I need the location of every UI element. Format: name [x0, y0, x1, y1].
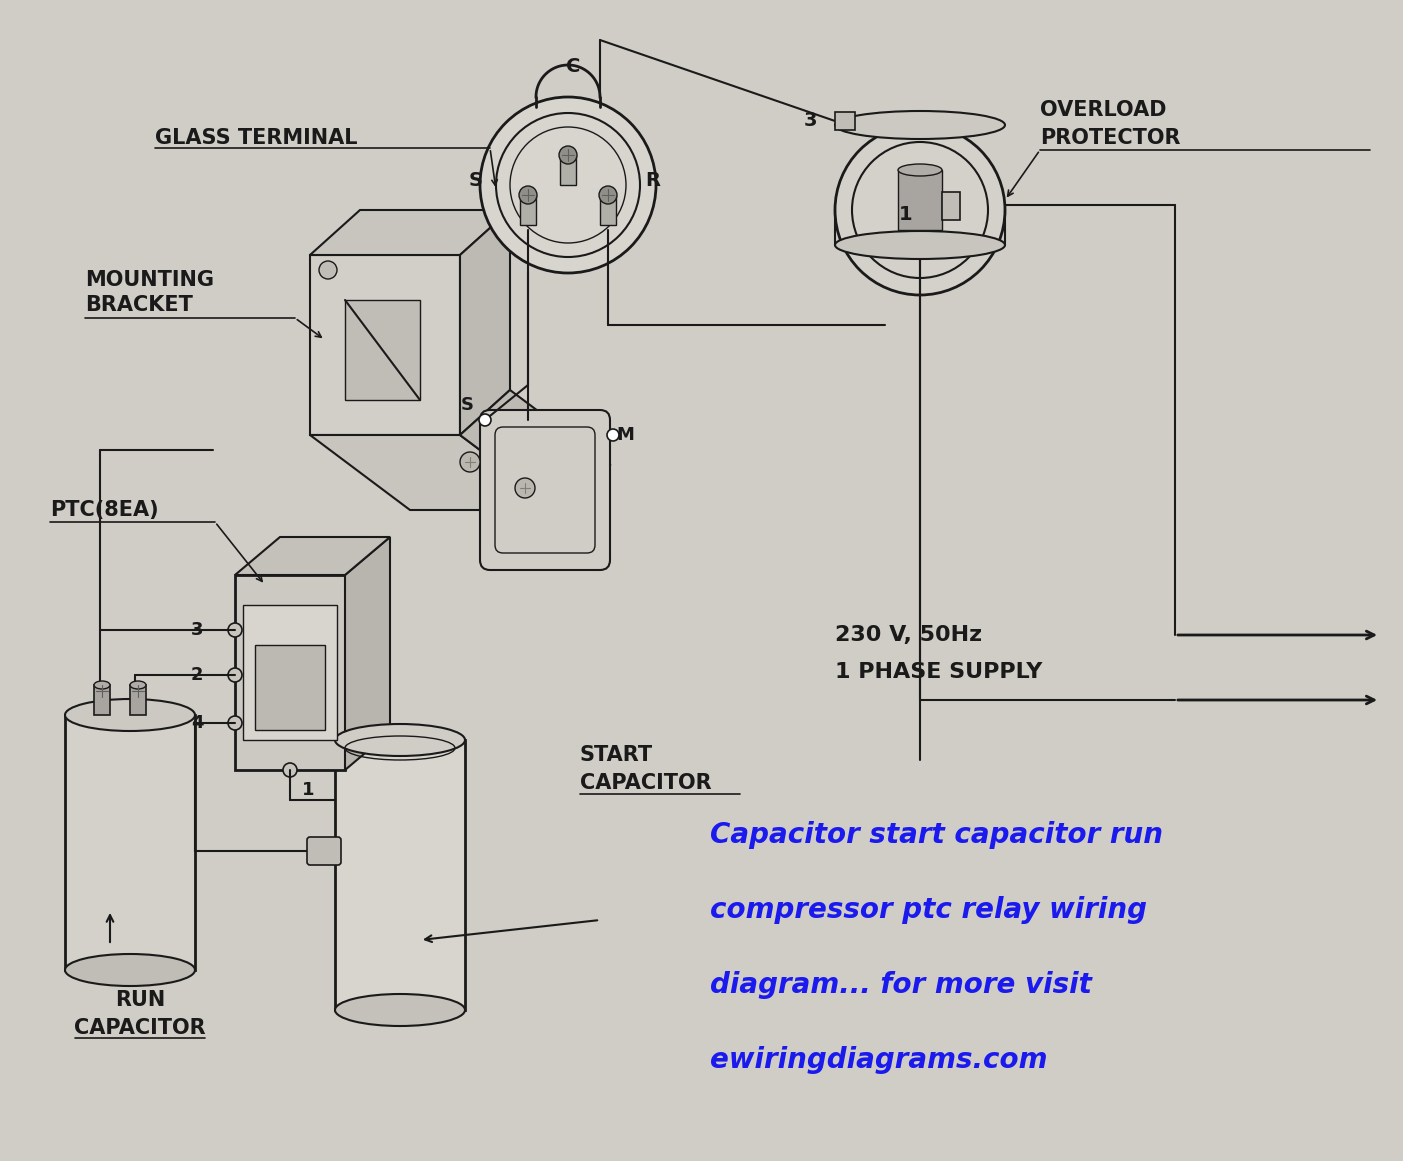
Polygon shape [460, 210, 511, 435]
Text: MOUNTING: MOUNTING [86, 271, 215, 290]
Circle shape [607, 430, 619, 441]
Text: RUN: RUN [115, 990, 166, 1010]
Polygon shape [243, 605, 337, 740]
Circle shape [478, 414, 491, 426]
Bar [600, 195, 616, 225]
Bar [335, 740, 464, 1010]
Text: CAPACITOR: CAPACITOR [579, 773, 711, 793]
Text: M: M [616, 426, 634, 444]
Polygon shape [310, 435, 560, 510]
Text: compressor ptc relay wiring: compressor ptc relay wiring [710, 896, 1148, 924]
Ellipse shape [898, 164, 941, 176]
Circle shape [318, 261, 337, 279]
Text: ewiringdiagrams.com: ewiringdiagrams.com [710, 1046, 1048, 1074]
Text: 2: 2 [191, 666, 203, 684]
Text: 1: 1 [302, 781, 314, 799]
Bar [130, 685, 146, 715]
Polygon shape [345, 538, 390, 770]
Circle shape [515, 478, 535, 498]
Bar [94, 685, 109, 715]
Text: BRACKET: BRACKET [86, 295, 192, 315]
Circle shape [229, 668, 241, 682]
Text: CAPACITOR: CAPACITOR [74, 1018, 206, 1038]
Ellipse shape [65, 699, 195, 731]
Text: 3: 3 [191, 621, 203, 639]
FancyBboxPatch shape [480, 410, 610, 570]
Ellipse shape [835, 231, 1005, 259]
Bar [521, 195, 536, 225]
Ellipse shape [335, 994, 464, 1026]
Text: 4: 4 [191, 714, 203, 731]
Polygon shape [234, 575, 345, 770]
Text: C: C [565, 58, 581, 77]
Text: diagram... for more visit: diagram... for more visit [710, 971, 1092, 998]
Circle shape [519, 186, 537, 204]
Polygon shape [310, 210, 511, 255]
Bar [941, 192, 960, 219]
FancyBboxPatch shape [307, 837, 341, 865]
Bar [898, 170, 941, 230]
Polygon shape [460, 390, 610, 510]
Text: 230 V, 50Hz: 230 V, 50Hz [835, 625, 982, 646]
Text: PTC(8EA): PTC(8EA) [51, 500, 159, 520]
Ellipse shape [835, 111, 1005, 139]
Circle shape [229, 623, 241, 637]
Polygon shape [310, 255, 460, 435]
Polygon shape [345, 300, 419, 401]
Text: 1 PHASE SUPPLY: 1 PHASE SUPPLY [835, 662, 1042, 682]
Ellipse shape [94, 682, 109, 688]
Bar [65, 715, 195, 969]
Polygon shape [255, 646, 325, 730]
Polygon shape [234, 538, 390, 575]
Bar [560, 156, 577, 185]
Ellipse shape [65, 954, 195, 986]
Text: R: R [645, 171, 661, 189]
Circle shape [480, 98, 657, 273]
Text: 1: 1 [899, 205, 913, 224]
Circle shape [229, 716, 241, 730]
Text: S: S [460, 396, 473, 414]
Text: Capacitor start capacitor run: Capacitor start capacitor run [710, 821, 1163, 849]
Circle shape [460, 452, 480, 473]
Text: PROTECTOR: PROTECTOR [1040, 128, 1180, 147]
Circle shape [283, 763, 297, 777]
Bar [835, 111, 854, 130]
Circle shape [558, 146, 577, 164]
Text: OVERLOAD: OVERLOAD [1040, 100, 1166, 120]
Text: START: START [579, 745, 654, 765]
Text: 3: 3 [804, 110, 817, 130]
Text: S: S [469, 171, 483, 189]
Circle shape [599, 186, 617, 204]
Text: GLASS TERMINAL: GLASS TERMINAL [154, 128, 358, 147]
Ellipse shape [130, 682, 146, 688]
Ellipse shape [335, 724, 464, 756]
Circle shape [835, 125, 1005, 295]
